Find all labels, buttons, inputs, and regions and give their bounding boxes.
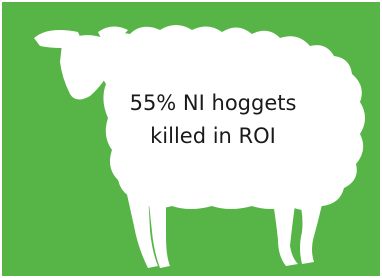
headline-line: 55% NI hoggets	[130, 91, 297, 115]
headline-line: killed in ROI	[150, 124, 276, 148]
body	[99, 25, 365, 210]
infographic: 55% NI hoggets killed in ROI	[0, 0, 382, 278]
page: {"infographic": {"lines": ["55% NI hogge…	[0, 0, 382, 278]
